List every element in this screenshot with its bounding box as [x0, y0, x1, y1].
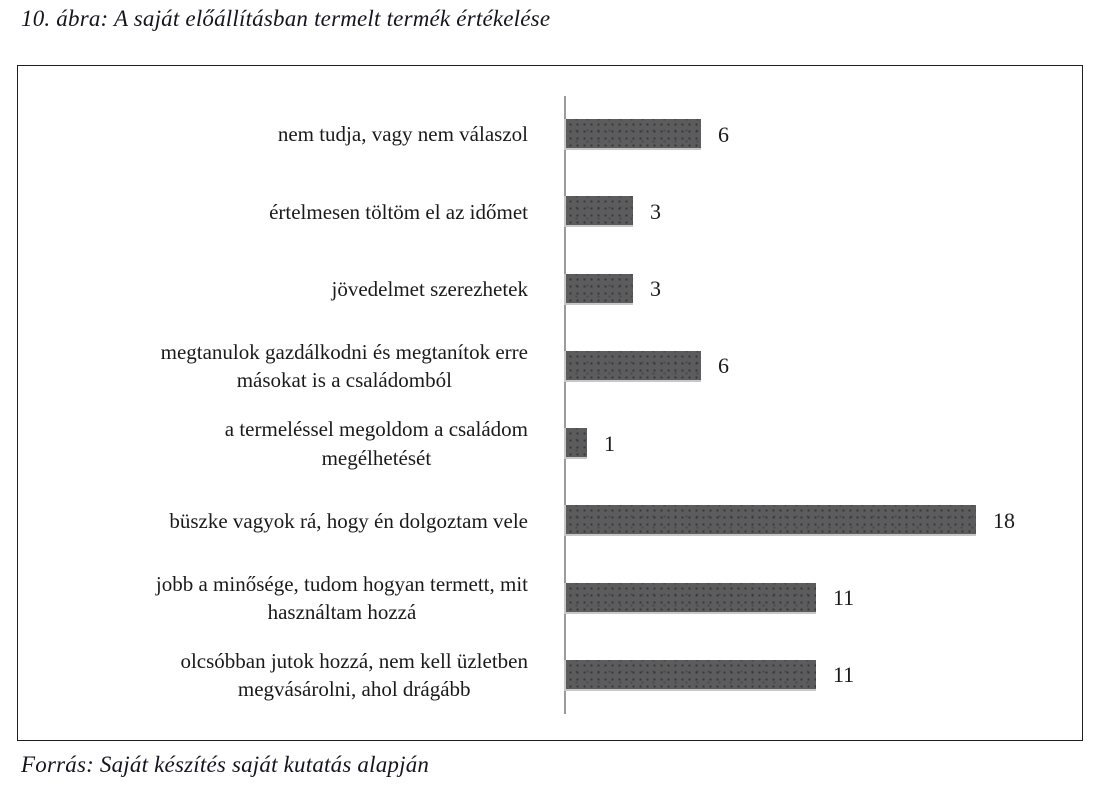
bar-cell: 1	[564, 428, 1082, 460]
bar-row: a termeléssel megoldom a családom megélh…	[18, 405, 1082, 482]
bar	[564, 428, 587, 460]
bar-value-label: 1	[604, 430, 615, 456]
chart-container: nem tudja, vagy nem válaszol 6 értelmesen …	[17, 65, 1083, 741]
category-label-cell: értelmesen töltöm el az időmet	[18, 198, 564, 226]
bar	[564, 659, 816, 691]
category-label: nem tudja, vagy nem válaszol	[277, 122, 528, 147]
bar-rows: nem tudja, vagy nem válaszol 6 értelmesen …	[18, 96, 1082, 714]
category-label: jövedelmet szerezhetek	[331, 276, 528, 301]
bar-row: olcsóbban jutok hozzá, nem kell üzletben…	[18, 637, 1082, 714]
bar-cell: 11	[564, 582, 1082, 614]
bar	[564, 350, 701, 382]
bar	[564, 505, 976, 537]
category-label: olcsóbban jutok hozzá, nem kell üzletben…	[180, 649, 528, 702]
category-label-cell: a termeléssel megoldom a családom megélh…	[18, 415, 564, 472]
category-label-cell: büszke vagyok rá, hogy én dolgoztam vele	[18, 507, 564, 535]
bar	[564, 119, 701, 151]
bar-row: megtanulok gazdálkodni és megtanítok err…	[18, 328, 1082, 405]
category-label-cell: jobb a minősége, tudom hogyan termett, m…	[18, 570, 564, 627]
category-axis-line	[564, 96, 566, 714]
bar-row: nem tudja, vagy nem válaszol 6	[18, 96, 1082, 173]
bar-row: büszke vagyok rá, hogy én dolgoztam vele…	[18, 482, 1082, 559]
bar-value-label: 11	[833, 662, 855, 688]
bar-value-label: 3	[650, 276, 661, 302]
bar-cell: 6	[564, 350, 1082, 382]
category-label: a termeléssel megoldom a családom megélh…	[224, 417, 528, 470]
category-label-cell: nem tudja, vagy nem válaszol	[18, 120, 564, 148]
category-label-cell: jövedelmet szerezhetek	[18, 275, 564, 303]
bar-value-label: 18	[993, 507, 1015, 533]
bar-row: jobb a minősége, tudom hogyan termett, m…	[18, 560, 1082, 637]
figure-caption: 10. ábra: A saját előállításban termelt …	[21, 6, 551, 31]
category-label: értelmesen töltöm el az időmet	[269, 199, 528, 224]
bar	[564, 582, 816, 614]
category-label: megtanulok gazdálkodni és megtanítok err…	[160, 340, 528, 393]
bar-cell: 3	[564, 196, 1082, 228]
bar-cell: 11	[564, 659, 1082, 691]
bar-cell: 18	[564, 505, 1082, 537]
bar-value-label: 6	[718, 353, 729, 379]
bar-value-label: 11	[833, 585, 855, 611]
source-note: Forrás: Saját készítés saját kutatás ala…	[21, 752, 430, 777]
bar	[564, 273, 633, 305]
bar	[564, 196, 633, 228]
bar-cell: 6	[564, 119, 1082, 151]
bar-row: jövedelmet szerezhetek 3	[18, 251, 1082, 328]
category-label: büszke vagyok rá, hogy én dolgoztam vele	[169, 508, 528, 533]
bar-value-label: 6	[718, 121, 729, 147]
category-label-cell: olcsóbban jutok hozzá, nem kell üzletben…	[18, 647, 564, 704]
bar-value-label: 3	[650, 198, 661, 224]
category-label: jobb a minősége, tudom hogyan termett, m…	[155, 571, 528, 625]
category-label-cell: megtanulok gazdálkodni és megtanítok err…	[18, 338, 564, 395]
bar-row: értelmesen töltöm el az időmet 3	[18, 173, 1082, 250]
bar-cell: 3	[564, 273, 1082, 305]
